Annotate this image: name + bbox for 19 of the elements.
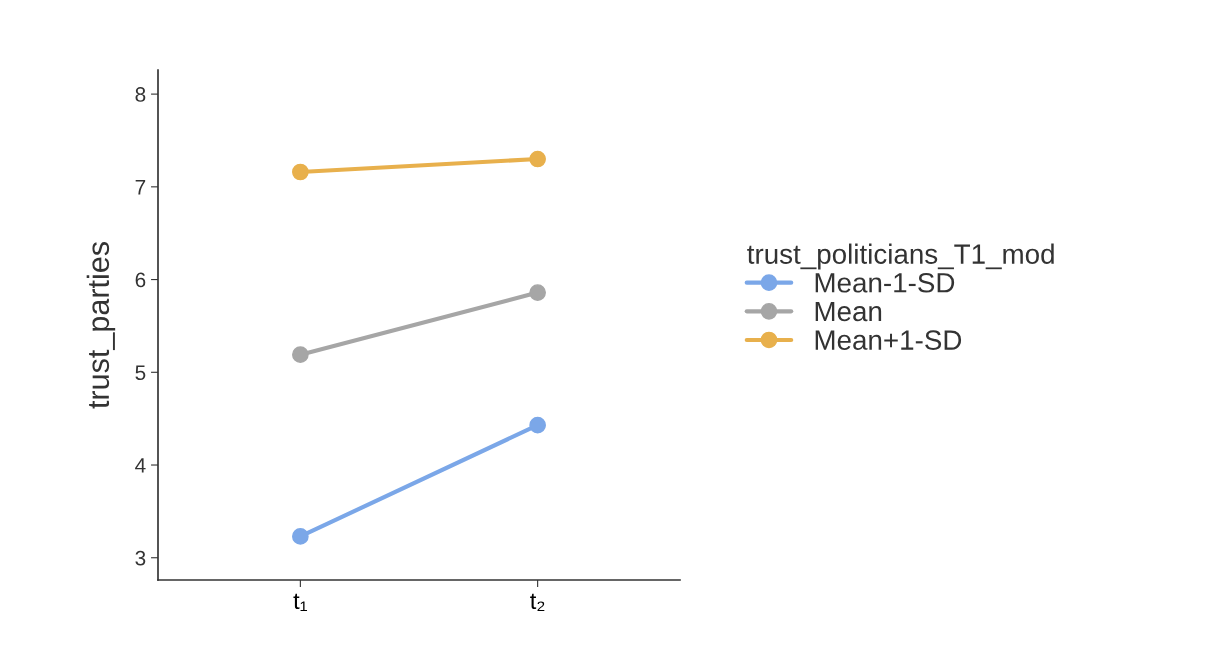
y-tick-label: 8 [135, 87, 146, 102]
y-tick-label: 4 [135, 458, 146, 473]
y-tick-label: 7 [135, 180, 146, 195]
point [292, 163, 309, 181]
legend-title: trust_politicians_T1_mod [747, 243, 1054, 270]
point [292, 528, 309, 545]
y-tick-label: 6 [135, 272, 146, 288]
y-tick-label: 5 [135, 365, 146, 381]
legend-label: Mean+1-SD [815, 330, 962, 350]
point [529, 150, 546, 168]
y-tick-label: 3 [135, 550, 146, 566]
x-tick-label: t₁ [293, 593, 308, 611]
legend-label: Mean-1-SD [815, 272, 955, 293]
x-tick-label: t₂ [530, 593, 545, 611]
point [292, 346, 309, 364]
legend-label: Mean [815, 301, 882, 322]
y-axis-title: trust_parties [86, 242, 116, 409]
point [529, 284, 546, 301]
point [529, 416, 546, 434]
